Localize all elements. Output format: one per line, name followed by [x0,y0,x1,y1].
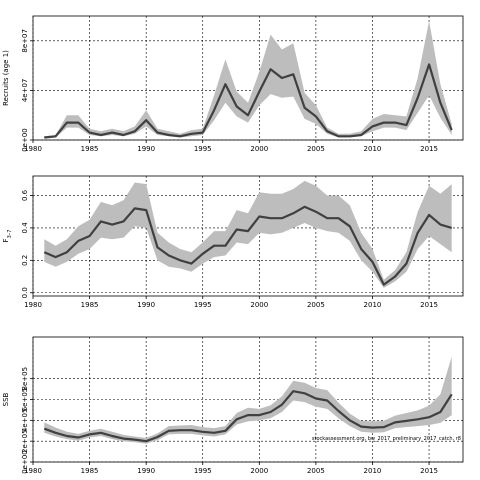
y-tick-label: 0.2 [21,255,29,266]
x-tick-label: 1985 [81,467,99,475]
x-tick-label: 2015 [420,145,438,153]
y-tick-label: 0e+00 [21,128,29,152]
x-tick-label: 2015 [420,301,438,309]
confidence-band [44,180,452,288]
y-tick-label: 0.6 [21,189,29,201]
x-tick-label: 1985 [81,145,99,153]
y-tick-label: 4e+05 [21,409,29,433]
y-tick-label: 4e+07 [21,79,29,103]
plot-frame [32,15,464,141]
x-tick-label: 1990 [137,301,155,309]
y-axis-title-main: Recruits (age 1) [2,50,10,106]
estimate-line [44,63,453,139]
panel-3: 1980 1985 1990 1995 2000 2005 2010 2015 0e+002e+… [2,336,464,475]
x-tick-label: 2010 [364,467,382,475]
confidence-band [44,356,452,444]
x-tick-label: 1995 [194,145,212,153]
x-tick-label: 1980 [24,145,42,153]
x-tick-label: 2000 [250,145,268,153]
x-tick-label: 2005 [307,145,325,153]
y-tick-label: 6e+05 [21,388,29,412]
x-tick-label: 2005 [307,301,325,309]
x-tick-label: 1980 [24,467,42,475]
y-axis-title: F3–7 [2,230,13,243]
y-tick-label: 8e+05 [21,367,29,391]
y-axis-title-subscript: 3–7 [7,230,13,239]
y-axis-title: SSB [2,392,10,406]
y-tick-label: 0.0 [21,287,29,298]
estimate-line [43,205,453,286]
x-tick-label: 1995 [194,467,212,475]
x-tick-label: 2010 [364,301,382,309]
source-annotation: stockassessment.org, bw_2017_preliminary… [312,436,461,442]
plot-frame [32,175,464,297]
x-tick-label: 1980 [24,301,42,309]
y-tick-label: 0.4 [21,222,29,234]
x-tick-label: 1990 [137,467,155,475]
y-tick-label: 8e+07 [21,29,29,53]
y-axis-title-main: SSB [2,392,10,406]
x-tick-label: 1990 [137,145,155,153]
x-tick-label: 2015 [420,467,438,475]
panel-1: 1980 1985 1990 1995 2000 2005 2010 2015 0e+00 4e+… [2,15,464,153]
y-tick-label: 2e+05 [21,429,29,453]
y-tick-label: 0e+00 [21,450,29,474]
estimate-line [43,390,453,443]
x-tick-label: 2005 [307,467,325,475]
y-axis-title: Recruits (age 1) [2,50,10,106]
x-tick-label: 1995 [194,301,212,309]
x-tick-label: 1985 [81,301,99,309]
panel-2: 1980 1985 1990 1995 2000 2005 2010 2015 0.0 0.2 0.… [2,175,464,309]
x-tick-label: 2000 [250,301,268,309]
x-tick-label: 2000 [250,467,268,475]
x-tick-label: 2010 [364,145,382,153]
confidence-band [44,21,452,139]
y-axis-title-main: F [2,238,10,242]
